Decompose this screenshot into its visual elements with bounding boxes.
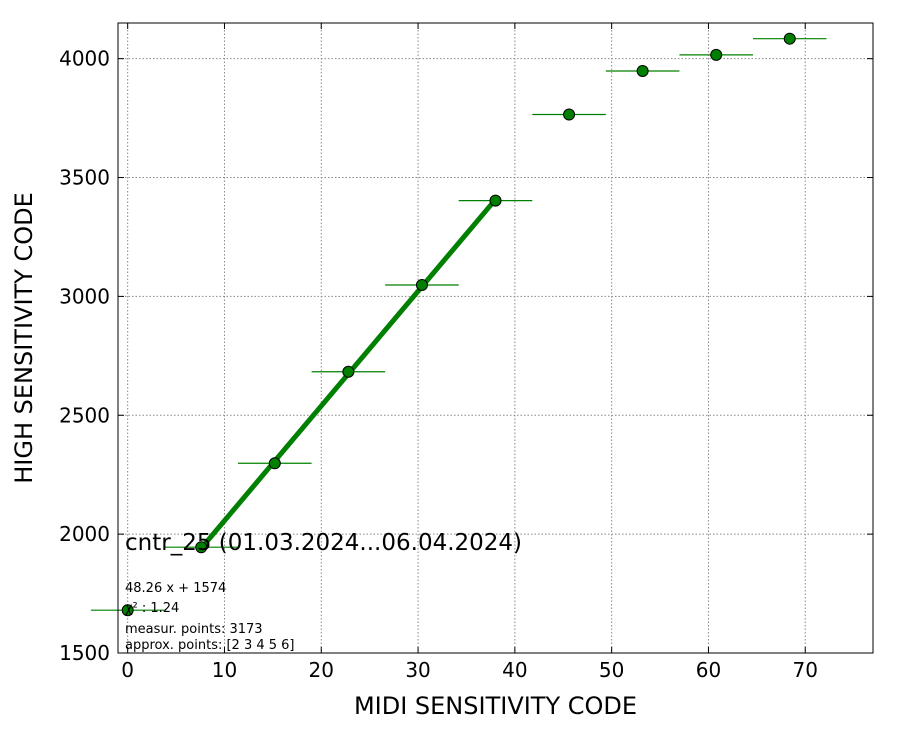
data-point — [342, 365, 355, 378]
x-tick-label: 60 — [696, 658, 721, 682]
y-tick-label: 4000 — [59, 47, 110, 71]
data-point — [636, 65, 649, 78]
x-tick-label: 0 — [121, 658, 134, 682]
y-tick-label: 3500 — [59, 166, 110, 190]
x-axis-title: MIDI SENSITIVITY CODE — [354, 692, 637, 720]
data-point — [563, 108, 576, 121]
x-tick-label: 30 — [405, 658, 430, 682]
x-tick-label: 70 — [793, 658, 818, 682]
data-point — [489, 194, 502, 207]
data-point — [121, 604, 134, 617]
y-axis-title: HIGH SENSITIVITY CODE — [10, 192, 38, 484]
data-point — [783, 32, 796, 45]
plot-frame — [117, 22, 874, 654]
x-tick-label: 50 — [599, 658, 624, 682]
annotation-chi2: χ² : 1.24 — [125, 601, 179, 616]
y-tick-label: 1500 — [59, 641, 110, 665]
points-layer — [90, 32, 827, 617]
annotation-approx-points: approx. points: [2 3 4 5 6] — [125, 638, 295, 653]
y-tick-label: 2000 — [59, 522, 110, 546]
y-tick-label: 3000 — [59, 284, 110, 308]
annotation-equation: 48.26 x + 1574 — [125, 581, 226, 596]
data-point — [195, 541, 208, 554]
annotation-measur-points: measur. points: 3173 — [125, 622, 263, 637]
x-tick-label: 40 — [502, 658, 527, 682]
data-point — [710, 48, 723, 61]
grid — [118, 23, 873, 654]
annotation-title: cntr_25 (01.03.2024...06.04.2024) — [125, 530, 522, 556]
x-tick-label: 10 — [212, 658, 237, 682]
x-tick-label: 20 — [309, 658, 334, 682]
y-tick-label: 2500 — [59, 403, 110, 427]
data-point — [415, 278, 428, 291]
tick-labels: 0 10 20 30 40 50 60 70 1500 2000 2500 3000 3500 4000 — [59, 47, 818, 682]
ticks — [118, 23, 873, 654]
data-point — [268, 457, 281, 470]
